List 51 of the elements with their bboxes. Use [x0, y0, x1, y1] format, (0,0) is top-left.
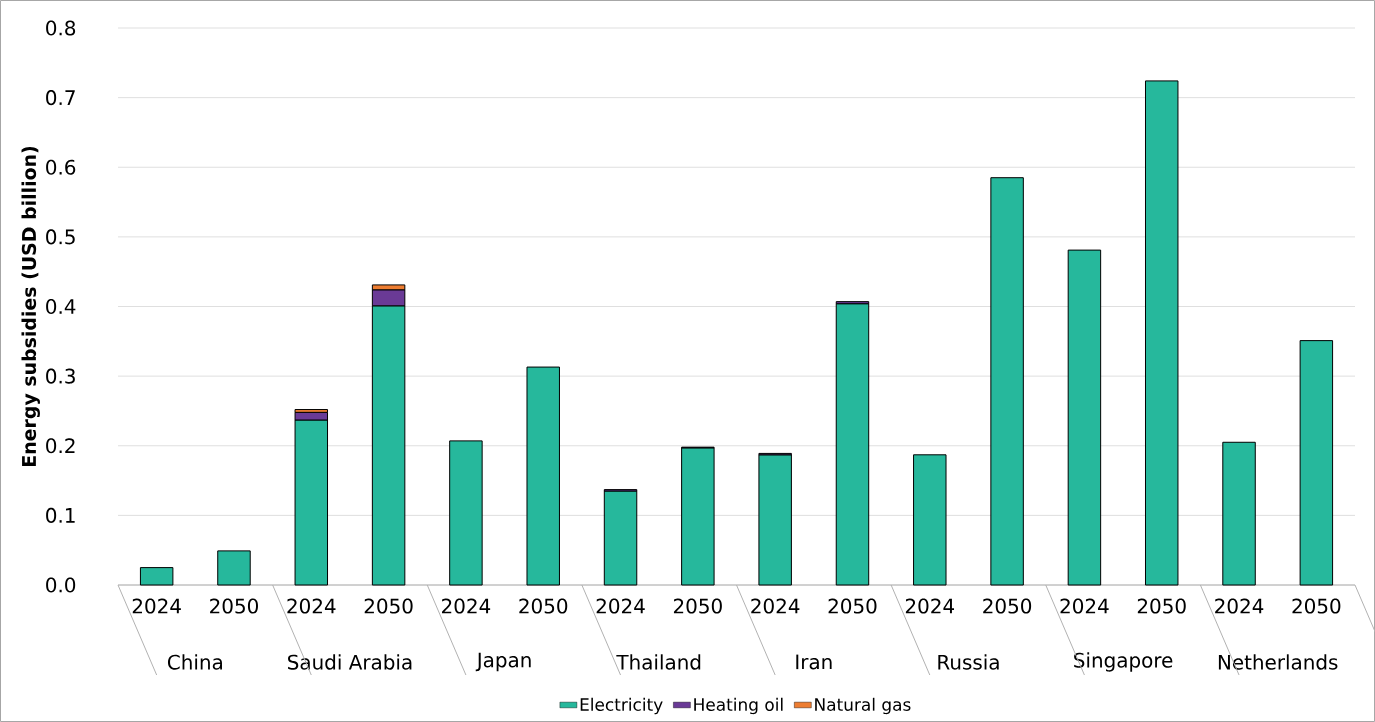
x-tick-label: 2024 — [442, 598, 491, 614]
y-tick-label: 0.6 — [46, 159, 76, 175]
y-tick-label: 0.3 — [46, 368, 75, 384]
text: Thailand — [616, 654, 701, 670]
bar — [603, 490, 638, 586]
bar — [758, 454, 792, 586]
y-tick-label: 0.0 — [46, 577, 76, 593]
text: Japan — [475, 652, 531, 672]
text: Singapore — [1074, 652, 1173, 672]
x-tick-label: 2024 — [905, 598, 955, 614]
legend-label: Heating oil — [694, 697, 783, 715]
x-tick-label: 2024 — [1060, 598, 1109, 614]
legend-label: Electricity — [580, 697, 663, 715]
bar — [913, 454, 947, 586]
y-tick-label: 0.7 — [46, 90, 75, 106]
text: China — [167, 654, 222, 670]
x-tick-label: 2050 — [983, 598, 1032, 614]
bar — [1299, 340, 1334, 586]
text: Iran — [796, 654, 832, 670]
text: Netherlands — [1218, 654, 1338, 670]
x-tick-label: 2050 — [519, 598, 568, 614]
legend-label: Natural gas — [815, 697, 911, 715]
bar — [449, 440, 483, 586]
bar — [217, 550, 251, 586]
y-tick-label: 0.5 — [46, 229, 75, 245]
x-tick-label: 2050 — [828, 598, 877, 614]
text: Russia — [938, 654, 999, 670]
x-tick-label: 2024 — [751, 598, 800, 614]
bar — [835, 303, 870, 586]
y-tick-label: 0.1 — [46, 507, 75, 523]
y-tick-label: 0.4 — [46, 298, 76, 315]
y-axis-title: Energy subsidies (USD billion) — [21, 146, 40, 466]
x-tick-label: 2050 — [364, 598, 413, 614]
x-tick-label: 2024 — [596, 598, 645, 614]
bar — [1067, 249, 1102, 586]
x-tick-label: 2050 — [210, 598, 258, 614]
y-tick-label: 0.8 — [46, 20, 76, 36]
x-tick-label: 2024 — [132, 598, 181, 614]
bar — [526, 366, 560, 586]
bar — [139, 567, 174, 586]
x-tick-label: 2024 — [287, 598, 336, 614]
bar — [1144, 80, 1179, 586]
x-tick-label: 2050 — [1137, 598, 1186, 614]
bar — [681, 447, 715, 586]
x-tick-label: 2024 — [1215, 598, 1264, 614]
bar — [1222, 441, 1256, 586]
text: Saudi Arabia — [288, 654, 412, 670]
y-tick-label: 0.2 — [46, 438, 75, 454]
x-tick-label: 2050 — [1292, 598, 1341, 614]
x-tick-label: 2050 — [673, 598, 722, 614]
bar — [990, 177, 1024, 586]
